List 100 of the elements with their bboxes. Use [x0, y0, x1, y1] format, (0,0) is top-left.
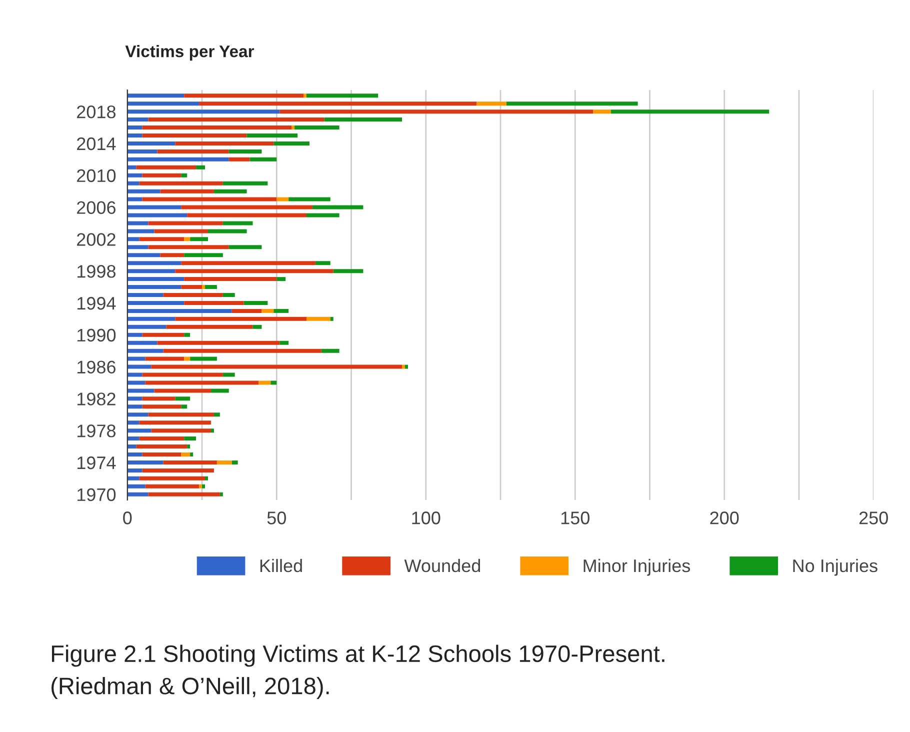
bar: [404, 364, 408, 369]
bar: [321, 348, 340, 353]
bar: [142, 173, 182, 178]
bar: [145, 484, 200, 488]
bar: [270, 380, 277, 385]
bar: [127, 181, 140, 186]
bar: [163, 460, 217, 464]
y-tick-label: 2014: [77, 137, 116, 150]
bar: [202, 285, 206, 290]
bar: [139, 436, 184, 441]
bar: [142, 468, 214, 472]
bar: [136, 444, 188, 449]
bar: [324, 118, 402, 122]
bar: [127, 340, 158, 345]
bar: [175, 269, 334, 274]
bar: [228, 149, 262, 154]
bar: [280, 340, 289, 345]
bar: [222, 221, 253, 226]
bar: [142, 197, 277, 202]
bar: [151, 428, 211, 433]
bar: [288, 197, 330, 202]
bar: [163, 293, 223, 297]
bar: [276, 197, 289, 202]
bar: [139, 237, 184, 242]
bar: [258, 380, 271, 385]
bar: [127, 348, 164, 353]
bar: [142, 126, 292, 130]
bar: [184, 436, 196, 441]
x-tick-label: 100: [412, 512, 440, 524]
bar: [175, 396, 190, 401]
bar: [127, 428, 152, 433]
bar: [181, 452, 190, 456]
bar: [157, 340, 280, 345]
bar: [139, 476, 206, 480]
bar: [157, 149, 229, 154]
bar: [246, 134, 298, 138]
bar: [190, 237, 208, 242]
bar: [145, 356, 184, 361]
bar: [127, 444, 136, 449]
chart-title: Victims per Year: [125, 45, 254, 61]
y-tick-label: 1998: [78, 265, 116, 278]
bar: [142, 452, 182, 456]
legend-label: Wounded: [404, 558, 480, 572]
y-tick-label: 1994: [78, 296, 116, 310]
bar: [127, 476, 140, 480]
bar: [127, 492, 148, 496]
bar: [127, 412, 148, 417]
x-tick-label: 0: [123, 512, 132, 524]
bar: [127, 396, 142, 401]
bar: [127, 300, 184, 305]
bar: [184, 356, 190, 361]
bar: [127, 356, 146, 361]
bar: [127, 404, 142, 409]
x-tick-label: 250: [859, 512, 888, 524]
bar: [333, 269, 364, 274]
bar: [208, 229, 247, 234]
bar: [228, 157, 250, 162]
bar: [127, 277, 184, 282]
bar: [276, 277, 286, 282]
bar: [127, 420, 140, 425]
bar: [252, 324, 262, 329]
bar: [262, 308, 274, 313]
y-tick-label: 2018: [77, 106, 116, 118]
bar: [145, 380, 259, 385]
bar: [127, 316, 176, 321]
bar: [127, 269, 176, 274]
bar: [184, 237, 190, 242]
bar: [127, 436, 140, 441]
bar: [181, 173, 188, 178]
bar: [127, 102, 200, 106]
bar: [476, 102, 506, 106]
bar: [163, 348, 322, 353]
legend-label: Minor Injuries: [584, 558, 690, 576]
bar: [154, 229, 208, 234]
bar: [232, 460, 238, 464]
bar: [250, 157, 277, 162]
bar: [228, 245, 262, 250]
y-tick-label: 1986: [78, 360, 116, 374]
bar: [127, 149, 158, 154]
bar: [127, 380, 146, 385]
y-tick-label: 2002: [77, 233, 116, 246]
y-tick-label: 1990: [78, 328, 116, 342]
bar: [210, 388, 229, 393]
bar: [202, 484, 206, 488]
bar: [205, 476, 208, 480]
bar: [151, 364, 402, 369]
bar: [127, 261, 182, 266]
bar: [210, 428, 214, 433]
bar: [127, 94, 184, 98]
bar: [292, 126, 295, 130]
bar: [196, 165, 206, 170]
bar: [127, 253, 160, 258]
bar: [199, 484, 202, 488]
bar: [127, 484, 146, 488]
bar: [127, 245, 148, 250]
bar: [127, 460, 164, 464]
bar: [244, 300, 268, 305]
bar: [127, 452, 142, 456]
bar: [127, 308, 232, 313]
bar: [181, 261, 316, 266]
